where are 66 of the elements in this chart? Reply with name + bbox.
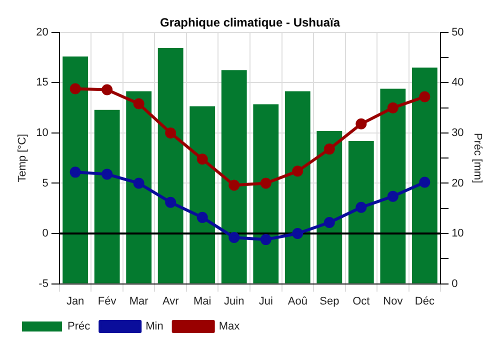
point — [228, 232, 240, 244]
bar — [94, 110, 120, 284]
y2-tick-label: 0 — [452, 278, 458, 290]
chart-title: Graphique climatique - Ushuaïa — [160, 16, 340, 30]
y-axis-title: Temp [°C] — [16, 134, 29, 182]
point — [196, 154, 208, 165]
y-tick-label: 20 — [36, 26, 48, 38]
x-tick-label: Déc — [414, 295, 435, 308]
bar — [284, 91, 310, 284]
x-tick-label: Sep — [320, 295, 340, 308]
bar — [380, 88, 406, 284]
point — [260, 178, 272, 189]
point — [165, 196, 176, 208]
y-tick-label: 10 — [36, 126, 48, 139]
y2-tick-label: 40 — [452, 76, 464, 89]
y2-tick-label: 50 — [452, 26, 464, 38]
point — [102, 168, 113, 180]
point — [196, 212, 208, 223]
point — [356, 118, 367, 130]
bar — [126, 91, 152, 284]
y-tick-label: 5 — [42, 177, 48, 190]
point — [292, 166, 304, 177]
point — [387, 102, 398, 114]
legend-label: Max — [218, 320, 240, 333]
y2-tick-label: 10 — [452, 228, 464, 240]
bar — [412, 68, 438, 284]
y-tick-label: -5 — [38, 278, 48, 290]
point — [228, 180, 240, 191]
legend-label: Min — [146, 320, 164, 333]
bar — [253, 104, 279, 284]
bar — [221, 70, 247, 284]
bar — [190, 106, 216, 284]
x-tick-label: Juin — [224, 295, 244, 308]
bar — [316, 130, 342, 284]
y2-tick-label: 20 — [452, 177, 464, 190]
y-tick-label: 0 — [42, 228, 48, 240]
y-tick-label: 15 — [36, 76, 48, 89]
point — [419, 91, 430, 102]
point — [387, 190, 398, 202]
point — [324, 144, 335, 155]
point — [102, 84, 113, 96]
point — [356, 202, 367, 213]
bar — [62, 56, 88, 284]
point — [133, 98, 144, 110]
x-tick-label: Aoû — [288, 295, 308, 308]
x-tick-label: Jui — [258, 295, 273, 308]
y2-axis-title: Préc [mm] — [471, 133, 484, 184]
x-tick-label: Jan — [66, 295, 84, 308]
x-tick-label: Nov — [383, 295, 404, 308]
point — [260, 234, 272, 246]
point — [324, 216, 335, 228]
point — [419, 176, 430, 188]
bar — [348, 141, 374, 284]
bar — [158, 48, 184, 284]
x-tick-label: Avr — [162, 295, 180, 308]
point — [165, 127, 176, 138]
point — [70, 166, 81, 178]
y2-tick-label: 30 — [452, 126, 464, 139]
point — [70, 83, 81, 94]
x-tick-label: Oct — [352, 295, 370, 308]
point — [292, 228, 304, 240]
x-tick-label: Mai — [193, 295, 212, 308]
x-tick-label: Fév — [98, 295, 117, 308]
legend-label: Préc — [68, 320, 91, 333]
point — [133, 178, 144, 189]
x-tick-label: Mar — [129, 295, 149, 308]
